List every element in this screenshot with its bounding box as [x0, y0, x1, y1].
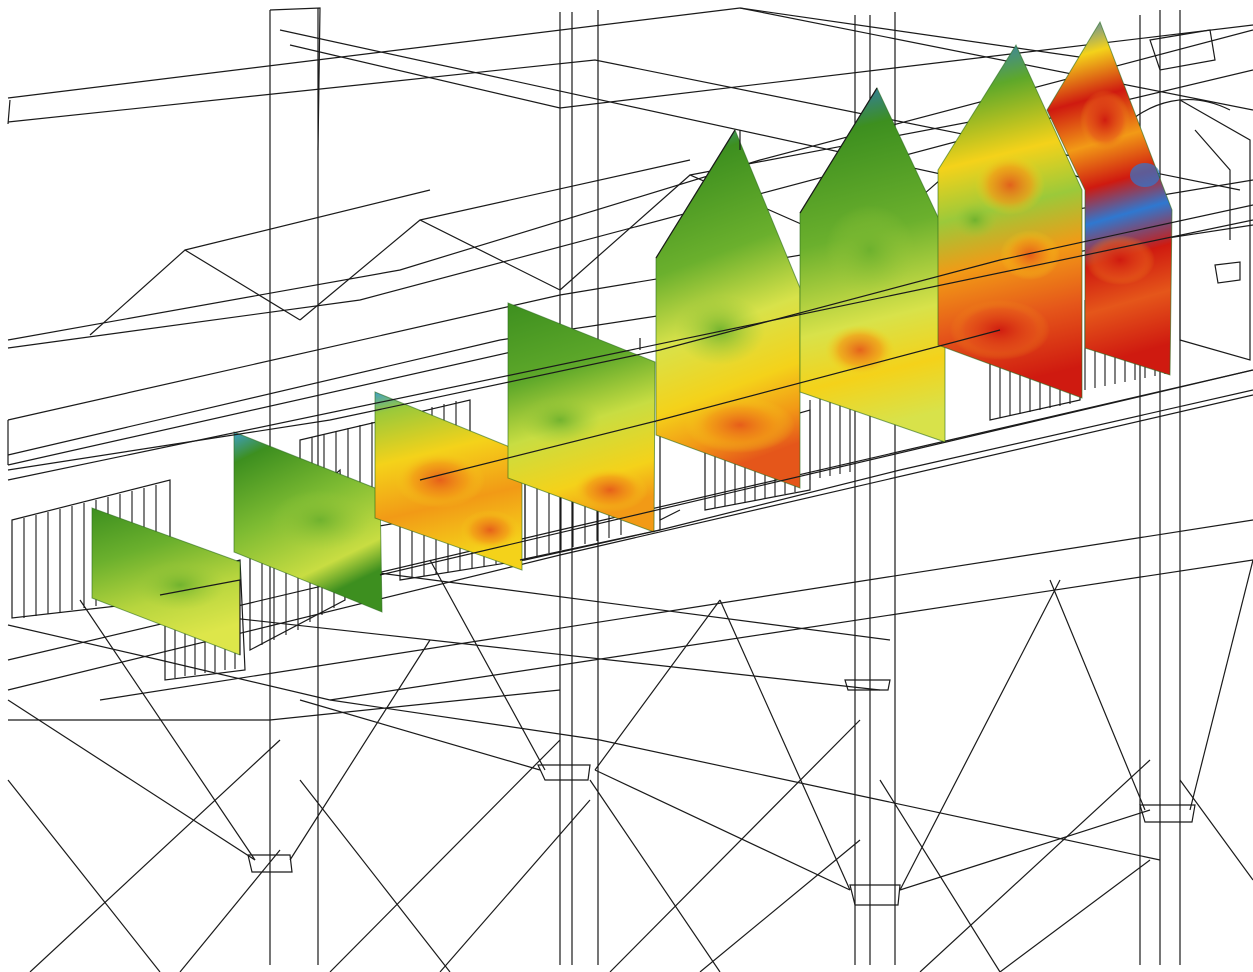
contour-panels: [91, 20, 1173, 656]
foreground-wireframe: [7, 87, 1253, 655]
contour-panel-6: [799, 86, 946, 443]
contour-panel-1: [91, 507, 241, 656]
contour-panel-2: [233, 431, 383, 613]
contour-panel-3: [374, 391, 523, 571]
contour-panel-5: [655, 128, 801, 489]
contour-panel-4: [507, 302, 656, 533]
contour-panel-7: [937, 43, 1083, 399]
contour-panel-8: [1046, 20, 1173, 376]
